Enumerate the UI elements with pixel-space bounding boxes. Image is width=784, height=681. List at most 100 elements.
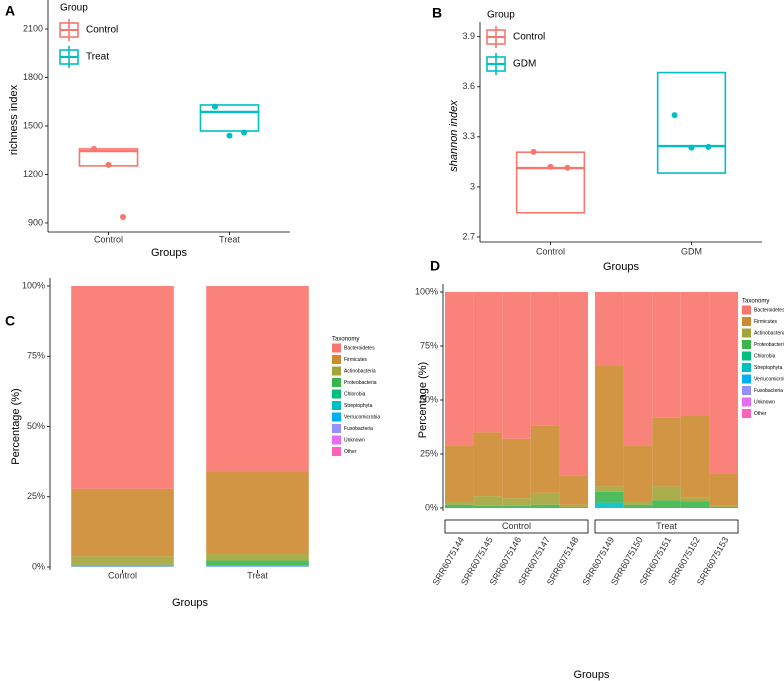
- legend-label: Chlorobia: [344, 391, 366, 397]
- y-tick-label: 2100: [23, 23, 43, 33]
- y-tick-label: 100%: [415, 286, 438, 296]
- bar-segment: [71, 564, 174, 566]
- facet-strip: [444, 519, 589, 534]
- y-tick-label: 0%: [425, 502, 438, 512]
- point: [530, 148, 537, 155]
- bar-segment: [680, 415, 710, 498]
- x-tick-label: Treat: [247, 570, 268, 580]
- legend-key: [332, 401, 341, 410]
- bar-segment: [206, 472, 309, 554]
- bar-segment: [680, 292, 710, 416]
- bar-segment: [559, 504, 588, 507]
- bar-segment: [502, 505, 531, 508]
- x-tick-label: Control: [94, 234, 123, 244]
- point: [211, 103, 218, 110]
- legend-title: Group: [60, 3, 88, 14]
- bar-segment: [680, 501, 710, 508]
- bar-segment: [709, 473, 738, 506]
- bar-segment: [502, 438, 531, 499]
- bar-segment: [530, 425, 560, 493]
- x-axis-title: Groups: [151, 247, 188, 259]
- legend-label: Firmicutes: [754, 319, 778, 325]
- legend-key: [332, 355, 341, 364]
- legend-label: Proteobacteria: [344, 380, 377, 386]
- bar-segment: [71, 488, 174, 557]
- point: [547, 163, 554, 170]
- y-tick-label: 100%: [22, 280, 45, 290]
- y-tick-label: 75%: [27, 351, 45, 361]
- point: [705, 143, 712, 150]
- bar-segment: [502, 498, 531, 506]
- facet-label: Treat: [656, 521, 677, 531]
- box: [656, 71, 727, 174]
- y-tick-label: 0%: [32, 561, 45, 571]
- legend-label: GDM: [513, 59, 536, 70]
- bar-segment: [652, 500, 681, 508]
- x-axis-title: Groups: [603, 261, 640, 273]
- legend-key: [742, 374, 751, 384]
- bar-segment: [709, 505, 738, 507]
- bar-segment: [530, 292, 560, 426]
- bar-segment: [595, 502, 624, 508]
- bar-segment: [559, 292, 588, 476]
- legend-label: Bacteroidetes: [754, 307, 784, 313]
- legend-label: Unknown: [344, 437, 365, 443]
- legend-key: [742, 409, 751, 418]
- bar-segment: [652, 486, 681, 501]
- y-tick-label: 1800: [23, 72, 43, 82]
- bar-segment: [623, 501, 653, 505]
- x-tick-label: Control: [536, 246, 565, 256]
- bar-segment: [445, 501, 474, 505]
- bar-segment: [530, 504, 560, 508]
- legend-key: [332, 378, 341, 387]
- y-tick-label: 2.7: [462, 231, 475, 241]
- y-tick-label: 3.6: [462, 81, 475, 91]
- bar-segment: [206, 560, 309, 566]
- legend-label: Other: [754, 411, 767, 417]
- bar-segment: [652, 292, 681, 418]
- bar-segment: [206, 286, 309, 473]
- bar-segment: [559, 506, 588, 508]
- bar-segment: [595, 365, 624, 487]
- bar-segment: [502, 292, 531, 439]
- legend-key: [742, 317, 751, 326]
- y-axis-title: richness index: [8, 84, 20, 155]
- bar-segment: [680, 497, 710, 502]
- panel-label: C: [5, 313, 15, 329]
- bar-segment: [623, 292, 653, 446]
- bar-segment: [473, 292, 503, 433]
- bar-segment: [595, 491, 624, 503]
- point: [90, 145, 97, 152]
- point: [226, 132, 233, 139]
- y-tick-label: 3.3: [462, 131, 475, 141]
- legend-key: [332, 343, 341, 353]
- legend-label: Firmicutes: [344, 357, 368, 363]
- legend-key: [742, 305, 751, 315]
- legend-label: Proteobacteria: [754, 342, 784, 348]
- legend-key: [332, 412, 341, 422]
- legend-label: Actinobacteria: [754, 330, 784, 336]
- facet-label: Control: [502, 521, 531, 531]
- panel-label: A: [5, 3, 15, 19]
- box: [515, 151, 586, 214]
- legend-key: [332, 435, 341, 445]
- bar-segment: [559, 475, 588, 505]
- panel-label: D: [430, 258, 440, 274]
- x-axis-title: Groups: [172, 597, 209, 609]
- bar-segment: [595, 486, 624, 492]
- legend-label: Control: [86, 25, 118, 36]
- bar-segment: [71, 286, 174, 489]
- bar-segment: [445, 504, 474, 508]
- y-axis-title: Percentage (%): [417, 362, 429, 438]
- bar-segment: [709, 292, 738, 474]
- legend-label: Unknown: [754, 399, 775, 405]
- legend-key: [332, 366, 341, 376]
- bar-segment: [445, 292, 474, 446]
- y-tick-label: 25%: [420, 448, 438, 458]
- bar-segment: [530, 492, 560, 505]
- y-tick-label: 3.9: [462, 31, 475, 41]
- point: [120, 213, 127, 220]
- legend-key: [332, 447, 341, 456]
- legend-label: Streptophyta: [344, 403, 373, 409]
- x-tick-label: GDM: [681, 246, 702, 256]
